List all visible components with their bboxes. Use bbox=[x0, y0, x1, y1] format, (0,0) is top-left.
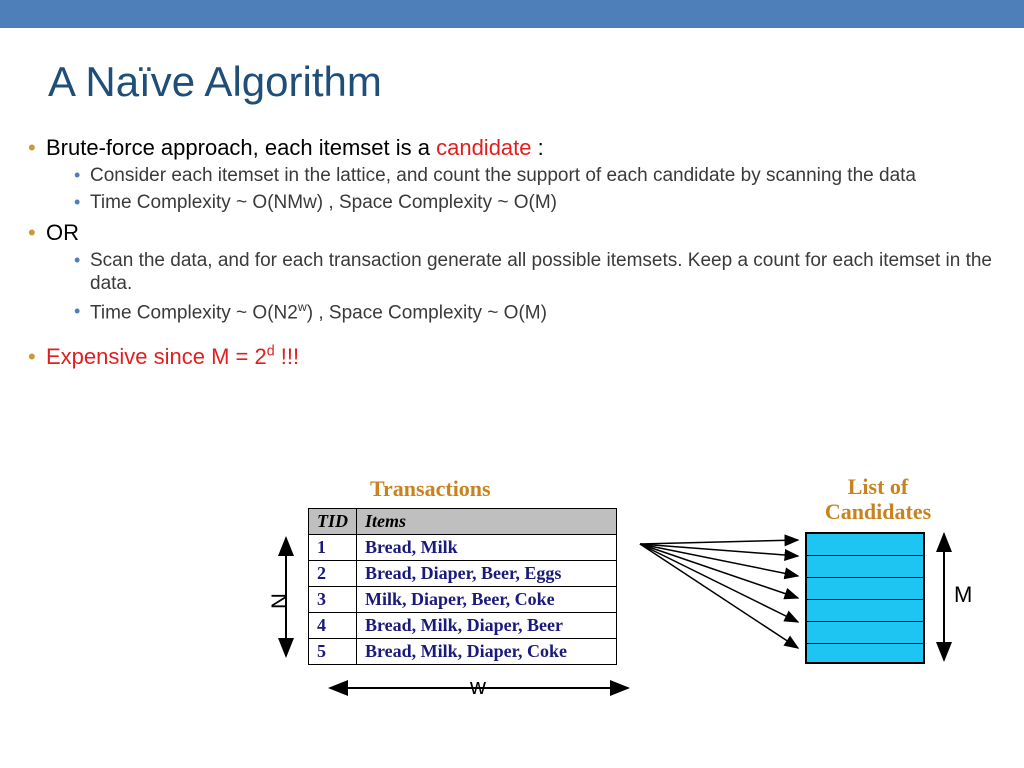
candidate-row bbox=[807, 622, 923, 644]
expensive-text: Expensive since M = 2d !!! bbox=[46, 344, 299, 369]
table-row: 1Bread, Milk bbox=[309, 535, 617, 561]
bullet-brute-force: Brute-force approach, each itemset is a … bbox=[28, 134, 996, 215]
cell-tid: 1 bbox=[309, 535, 357, 561]
candidate-row bbox=[807, 556, 923, 578]
sub-bullet-complexity-1: Time Complexity ~ O(NMw) , Space Complex… bbox=[46, 191, 996, 215]
cell-items: Bread, Milk bbox=[357, 535, 617, 561]
candidate-row bbox=[807, 600, 923, 622]
content-area: Brute-force approach, each itemset is a … bbox=[28, 134, 996, 371]
bullet-or: OR Scan the data, and for each transacti… bbox=[28, 219, 996, 325]
n-label: N bbox=[267, 593, 293, 609]
transactions-heading: Transactions bbox=[370, 476, 491, 502]
transactions-table: TID Items 1Bread, Milk 2Bread, Diaper, B… bbox=[308, 508, 617, 665]
cell-items: Bread, Diaper, Beer, Eggs bbox=[357, 561, 617, 587]
candidate-row bbox=[807, 534, 923, 556]
cell-tid: 5 bbox=[309, 639, 357, 665]
bullet-text-post: : bbox=[532, 135, 544, 160]
bullet-expensive: Expensive since M = 2d !!! bbox=[28, 343, 996, 371]
diagram-area: Transactions List of Candidates TID Item… bbox=[250, 476, 990, 756]
complexity-pre: Time Complexity ~ O(N2 bbox=[90, 302, 298, 323]
table-row: 4Bread, Milk, Diaper, Beer bbox=[309, 613, 617, 639]
expensive-post: !!! bbox=[275, 344, 299, 369]
sub-bullet-complexity-2: Time Complexity ~ O(N2w) , Space Complex… bbox=[46, 300, 996, 325]
candidate-row bbox=[807, 578, 923, 600]
cell-tid: 3 bbox=[309, 587, 357, 613]
expensive-sup: d bbox=[267, 344, 275, 360]
table-row: 2Bread, Diaper, Beer, Eggs bbox=[309, 561, 617, 587]
candidates-heading: List of Candidates bbox=[808, 474, 948, 525]
candidate-row bbox=[807, 644, 923, 666]
header-items: Items bbox=[357, 509, 617, 535]
candidates-box bbox=[805, 532, 925, 664]
cell-tid: 2 bbox=[309, 561, 357, 587]
sub-bullet-scan: Scan the data, and for each transaction … bbox=[46, 249, 996, 297]
complexity-post: ) , Space Complexity ~ O(M) bbox=[307, 302, 547, 323]
table-row: 5Bread, Milk, Diaper, Coke bbox=[309, 639, 617, 665]
cell-items: Bread, Milk, Diaper, Coke bbox=[357, 639, 617, 665]
top-bar bbox=[0, 0, 1024, 28]
cell-items: Milk, Diaper, Beer, Coke bbox=[357, 587, 617, 613]
w-label: w bbox=[470, 674, 486, 700]
cell-items: Bread, Milk, Diaper, Beer bbox=[357, 613, 617, 639]
sub-bullet-lattice: Consider each itemset in the lattice, an… bbox=[46, 164, 996, 188]
or-text: OR bbox=[46, 220, 79, 245]
slide-title: A Naïve Algorithm bbox=[48, 58, 1024, 106]
table-row: 3Milk, Diaper, Beer, Coke bbox=[309, 587, 617, 613]
bullet-text: Brute-force approach, each itemset is a bbox=[46, 135, 436, 160]
header-tid: TID bbox=[309, 509, 357, 535]
complexity-sup: w bbox=[298, 300, 307, 314]
cell-tid: 4 bbox=[309, 613, 357, 639]
m-label: M bbox=[954, 582, 972, 608]
candidate-word: candidate bbox=[436, 135, 531, 160]
table-header-row: TID Items bbox=[309, 509, 617, 535]
expensive-pre: Expensive since M = 2 bbox=[46, 344, 267, 369]
